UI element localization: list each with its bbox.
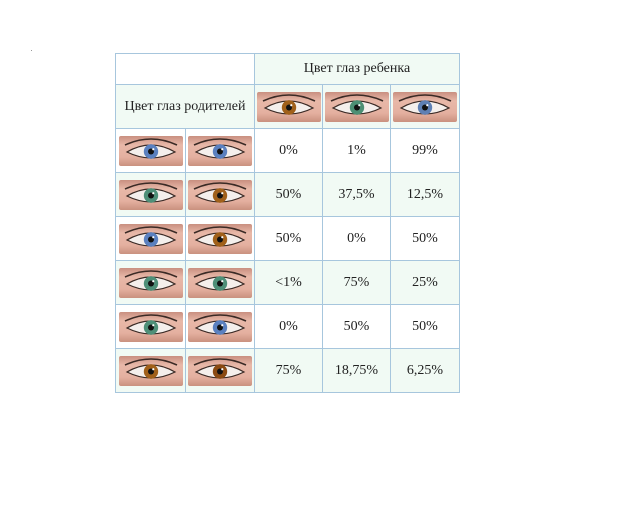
green-eye-icon [324, 91, 389, 122]
parent1-eye-cell [115, 172, 186, 217]
parent2-eye-cell [185, 172, 255, 217]
parent2-eye-cell [185, 348, 255, 393]
blue-eye-icon [393, 91, 457, 122]
probability-cell: 50% [322, 304, 391, 349]
probability-cell: 75% [322, 260, 391, 305]
parent2-eye-cell [185, 128, 255, 173]
parent1-eye-cell [115, 216, 186, 261]
probability-cell: 1% [322, 128, 391, 173]
probability-cell: 99% [390, 128, 460, 173]
parent1-eye-cell [115, 304, 186, 349]
probability-cell: 6,25% [390, 348, 460, 393]
probability-value: 75% [275, 362, 302, 378]
brown-eye-icon [256, 91, 321, 122]
empty-corner-cell [115, 53, 255, 85]
probability-cell: 0% [254, 304, 323, 349]
probability-value: 37,5% [338, 186, 375, 202]
probability-value: 0% [279, 318, 298, 334]
brown-eye-icon [118, 355, 183, 386]
parent2-eye-cell [185, 260, 255, 305]
green-eye-icon [118, 311, 183, 342]
probability-cell: 18,75% [322, 348, 391, 393]
probability-value: 18,75% [334, 362, 379, 378]
probability-value: 0% [279, 142, 298, 158]
parent1-eye-cell [115, 348, 186, 393]
probability-value: 50% [275, 186, 302, 202]
brown-eye-icon [188, 223, 252, 254]
child-column-blue [390, 84, 460, 129]
brown-eye-icon [188, 355, 252, 386]
probability-value: 99% [412, 142, 438, 158]
probability-cell: <1% [254, 260, 323, 305]
child-column-brown [254, 84, 323, 129]
parent2-eye-cell [185, 216, 255, 261]
probability-value: 50% [275, 230, 302, 246]
parents-eye-color-label: Цвет глаз родителей [124, 98, 246, 114]
blue-eye-icon [188, 135, 252, 166]
probability-cell: 0% [322, 216, 391, 261]
child-eye-color-label: Цвет глаз ребенка [303, 61, 411, 76]
green-eye-icon [188, 267, 252, 298]
probability-value: 75% [343, 274, 370, 290]
probability-cell: 75% [254, 348, 323, 393]
eye-color-inheritance-table: Цвет глаз ребенка Цвет глаз родителей 0%… [115, 53, 460, 393]
probability-value: 50% [343, 318, 370, 334]
green-eye-icon [118, 179, 183, 210]
probability-cell: 12,5% [390, 172, 460, 217]
stray-dot [31, 50, 32, 51]
probability-cell: 0% [254, 128, 323, 173]
probability-value: 1% [347, 142, 366, 158]
blue-eye-icon [118, 135, 183, 166]
parent1-eye-cell [115, 260, 186, 305]
probability-value: 12,5% [406, 186, 444, 202]
probability-value: 25% [412, 274, 438, 290]
probability-value: 50% [412, 230, 438, 246]
probability-cell: 37,5% [322, 172, 391, 217]
probability-cell: 50% [390, 304, 460, 349]
parents-eye-color-header: Цвет глаз родителей [115, 84, 255, 129]
probability-value: 50% [412, 318, 438, 334]
parent1-eye-cell [115, 128, 186, 173]
blue-eye-icon [188, 311, 252, 342]
probability-value: 0% [347, 230, 366, 246]
child-column-green [322, 84, 391, 129]
green-eye-icon [118, 267, 183, 298]
parent2-eye-cell [185, 304, 255, 349]
brown-eye-icon [188, 179, 252, 210]
blue-eye-icon [118, 223, 183, 254]
probability-cell: 50% [254, 216, 323, 261]
probability-value: <1% [275, 274, 302, 290]
child-eye-color-header: Цвет глаз ребенка [254, 53, 460, 85]
probability-cell: 25% [390, 260, 460, 305]
probability-value: 6,25% [406, 362, 444, 378]
probability-cell: 50% [254, 172, 323, 217]
probability-cell: 50% [390, 216, 460, 261]
